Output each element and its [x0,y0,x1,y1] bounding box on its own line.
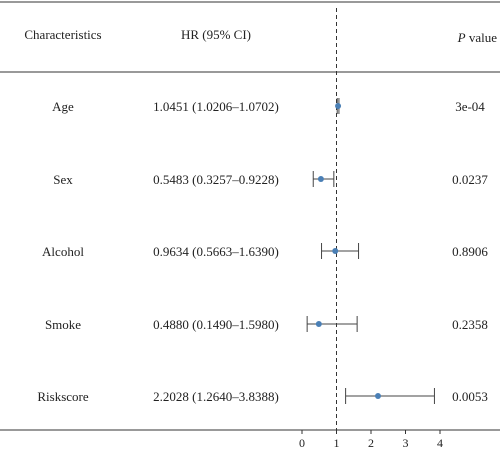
row-label: Riskscore [37,389,89,404]
row-hr-ci: 1.0451 (1.0206–1.0702) [153,99,279,114]
row-p-value: 0.0237 [452,172,488,187]
hr-point [317,176,324,182]
row-hr-ci: 0.9634 (0.5663–1.6390) [153,244,279,259]
header-p-suffix: value [466,30,498,45]
row-hr-ci: 2.2028 (1.2640–3.8388) [153,389,279,404]
row-hr-ci: 0.5483 (0.3257–0.9228) [153,172,279,187]
rows-layer: Age 1.0451 (1.0206–1.0702) 3e-04 Sex 0.5483 … [37,98,488,404]
x-tick-label: 2 [368,436,374,450]
row-label: Alcohol [42,244,84,259]
row-hr-ci: 0.4880 (0.1490–1.5980) [153,317,279,332]
x-axis: 0 1 2 3 4 [299,430,443,450]
row-label: Sex [53,172,73,187]
row-p-value: 0.2358 [452,317,488,332]
x-tick-label: 4 [437,436,443,450]
forest-row: Sex 0.5483 (0.3257–0.9228) 0.0237 [53,171,488,187]
row-p-value: 0.8906 [452,244,488,259]
x-tick-label: 1 [334,436,340,450]
header-characteristics: Characteristics [24,27,101,42]
forest-row: Smoke 0.4880 (0.1490–1.5980) 0.2358 [45,316,488,332]
x-tick-label: 3 [403,436,409,450]
forest-row: Age 1.0451 (1.0206–1.0702) 3e-04 [52,98,485,114]
forest-row: Riskscore 2.2028 (1.2640–3.8388) 0.0053 [37,388,488,404]
header-p-value: P value [457,30,498,45]
row-label: Smoke [45,317,81,332]
header-hr: HR (95% CI) [181,27,251,42]
hr-point [335,103,342,109]
hr-point [332,248,339,254]
forest-row: Alcohol 0.9634 (0.5663–1.6390) 0.8906 [42,243,488,259]
hr-point [374,393,381,399]
header-p-letter: P [457,30,466,45]
row-p-value: 0.0053 [452,389,488,404]
row-label: Age [52,99,74,114]
x-tick-label: 0 [299,436,305,450]
row-p-value: 3e-04 [455,99,485,114]
hr-point [315,321,322,327]
